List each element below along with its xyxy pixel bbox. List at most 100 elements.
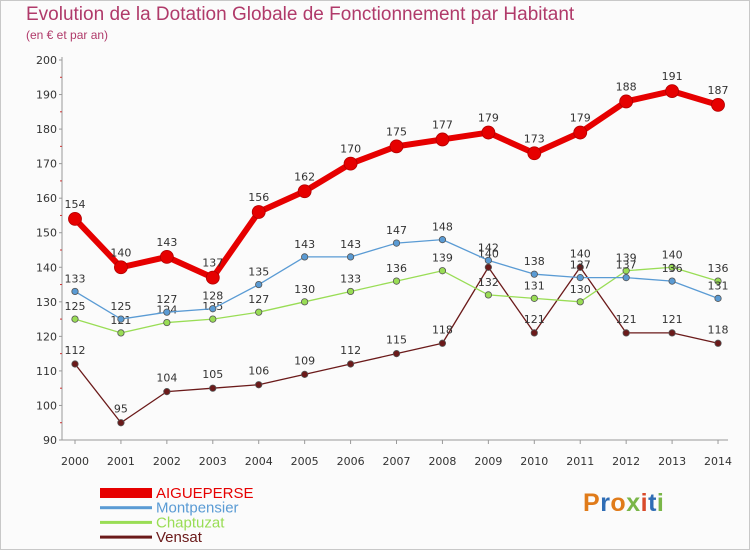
- data-point-vensat: [438, 339, 447, 347]
- x-tick-label: 2013: [658, 455, 686, 468]
- y-tick-label: 150: [36, 227, 57, 240]
- data-point-vensat: [301, 370, 309, 378]
- data-label-montpensier: 133: [65, 272, 86, 285]
- data-label-aigueperse: 177: [432, 118, 453, 131]
- data-label-aigueperse: 179: [570, 112, 591, 125]
- x-tick-label: 2010: [520, 455, 548, 468]
- x-tick-label: 2012: [612, 455, 640, 468]
- data-point-vensat: [668, 329, 676, 337]
- legend-swatch-chaptuzat: [100, 520, 152, 524]
- data-point-chaptuzat: [438, 267, 447, 275]
- data-label-montpensier: 128: [202, 290, 223, 303]
- data-label-aigueperse: 170: [340, 143, 361, 156]
- chart-subtitle: (en € et par an): [26, 28, 109, 42]
- data-label-montpensier: 138: [524, 255, 545, 268]
- data-point-aigueperse: [159, 250, 174, 264]
- data-label-chaptuzat: 130: [570, 283, 591, 296]
- series-aigueperse: 154 140 143 137 156 162 170 175 177 179 173 179 188 1…: [65, 70, 729, 285]
- data-label-vensat: 112: [65, 344, 86, 357]
- data-point-chaptuzat: [346, 287, 355, 296]
- data-point-montpensier: [622, 274, 630, 282]
- x-tick-label: 2000: [61, 455, 89, 468]
- y-tick-label: 170: [36, 158, 57, 171]
- x-tick-label: 2001: [107, 455, 135, 468]
- data-point-montpensier: [346, 253, 355, 261]
- y-tick-label: 130: [36, 296, 57, 309]
- data-label-aigueperse: 188: [616, 80, 637, 93]
- data-label-aigueperse: 156: [248, 191, 269, 204]
- data-point-vensat: [71, 360, 79, 368]
- data-point-montpensier: [163, 308, 171, 316]
- logo-letter: r: [600, 489, 611, 517]
- data-label-aigueperse: 187: [708, 84, 729, 97]
- data-label-vensat: 109: [294, 354, 315, 367]
- data-label-vensat: 140: [570, 247, 591, 260]
- data-point-montpensier: [668, 277, 676, 285]
- data-label-chaptuzat: 140: [662, 248, 683, 261]
- y-tick-label: 180: [36, 123, 57, 136]
- data-label-montpensier: 143: [294, 238, 315, 251]
- data-label-aigueperse: 175: [386, 125, 407, 138]
- data-label-aigueperse: 191: [662, 70, 683, 83]
- x-tick-label: 2007: [383, 455, 411, 468]
- data-point-aigueperse: [711, 98, 725, 112]
- data-point-montpensier: [530, 270, 538, 278]
- y-tick-label: 90: [43, 434, 57, 447]
- data-label-chaptuzat: 136: [708, 262, 729, 275]
- data-label-montpensier: 147: [386, 224, 407, 237]
- y-tick-label: 120: [36, 330, 57, 343]
- legend-label-vensat: Vensat: [156, 529, 203, 546]
- data-point-montpensier: [484, 256, 492, 264]
- x-tick-label: 2004: [245, 455, 273, 468]
- data-point-chaptuzat: [209, 315, 217, 323]
- data-point-vensat: [576, 263, 584, 271]
- legend-swatch-montpensier: [100, 506, 152, 510]
- data-point-aigueperse: [527, 146, 542, 161]
- data-point-montpensier: [209, 305, 217, 313]
- y-tick-label: 100: [36, 399, 57, 412]
- data-label-vensat: 121: [662, 313, 683, 326]
- data-label-aigueperse: 173: [524, 132, 545, 145]
- data-point-aigueperse: [435, 132, 450, 147]
- data-label-montpensier: 137: [616, 259, 637, 272]
- data-label-chaptuzat: 132: [478, 276, 499, 289]
- logo-letter: i: [656, 489, 665, 517]
- data-label-chaptuzat: 125: [65, 300, 86, 313]
- x-tick-label: 2005: [291, 455, 319, 468]
- y-tick-label: 190: [36, 89, 57, 102]
- data-point-vensat: [392, 350, 401, 358]
- data-point-montpensier: [301, 253, 309, 261]
- data-point-aigueperse: [297, 184, 312, 199]
- x-tick-label: 2003: [199, 455, 227, 468]
- data-label-chaptuzat: 136: [386, 262, 407, 275]
- x-tick-label: 2008: [428, 455, 456, 468]
- data-point-aigueperse: [114, 260, 128, 275]
- data-point-aigueperse: [481, 125, 496, 140]
- data-label-montpensier: 125: [110, 300, 131, 313]
- y-tick-label: 110: [36, 365, 57, 378]
- data-label-vensat: 121: [524, 313, 545, 326]
- data-point-montpensier: [71, 287, 79, 296]
- data-point-montpensier: [438, 236, 447, 244]
- data-point-vensat: [484, 263, 492, 271]
- x-tick-label: 2006: [337, 455, 365, 468]
- data-point-chaptuzat: [163, 318, 171, 327]
- legend-swatch-vensat: [100, 535, 152, 539]
- data-label-montpensier: 131: [708, 279, 729, 292]
- data-label-montpensier: 142: [478, 241, 499, 254]
- data-point-vensat: [255, 381, 263, 389]
- data-label-chaptuzat: 130: [294, 283, 315, 296]
- data-point-montpensier: [576, 274, 584, 282]
- data-label-aigueperse: 179: [478, 112, 499, 125]
- data-point-chaptuzat: [714, 277, 722, 285]
- data-label-aigueperse: 140: [110, 246, 131, 259]
- legend-label-chaptuzat: Chaptuzat: [156, 514, 225, 531]
- data-label-vensat: 121: [616, 313, 637, 326]
- data-label-vensat: 118: [432, 323, 453, 336]
- data-point-chaptuzat: [71, 315, 79, 323]
- data-label-vensat: 112: [340, 344, 361, 357]
- data-label-vensat: 140: [478, 247, 499, 260]
- data-point-aigueperse: [205, 270, 220, 285]
- data-point-chaptuzat: [301, 298, 309, 306]
